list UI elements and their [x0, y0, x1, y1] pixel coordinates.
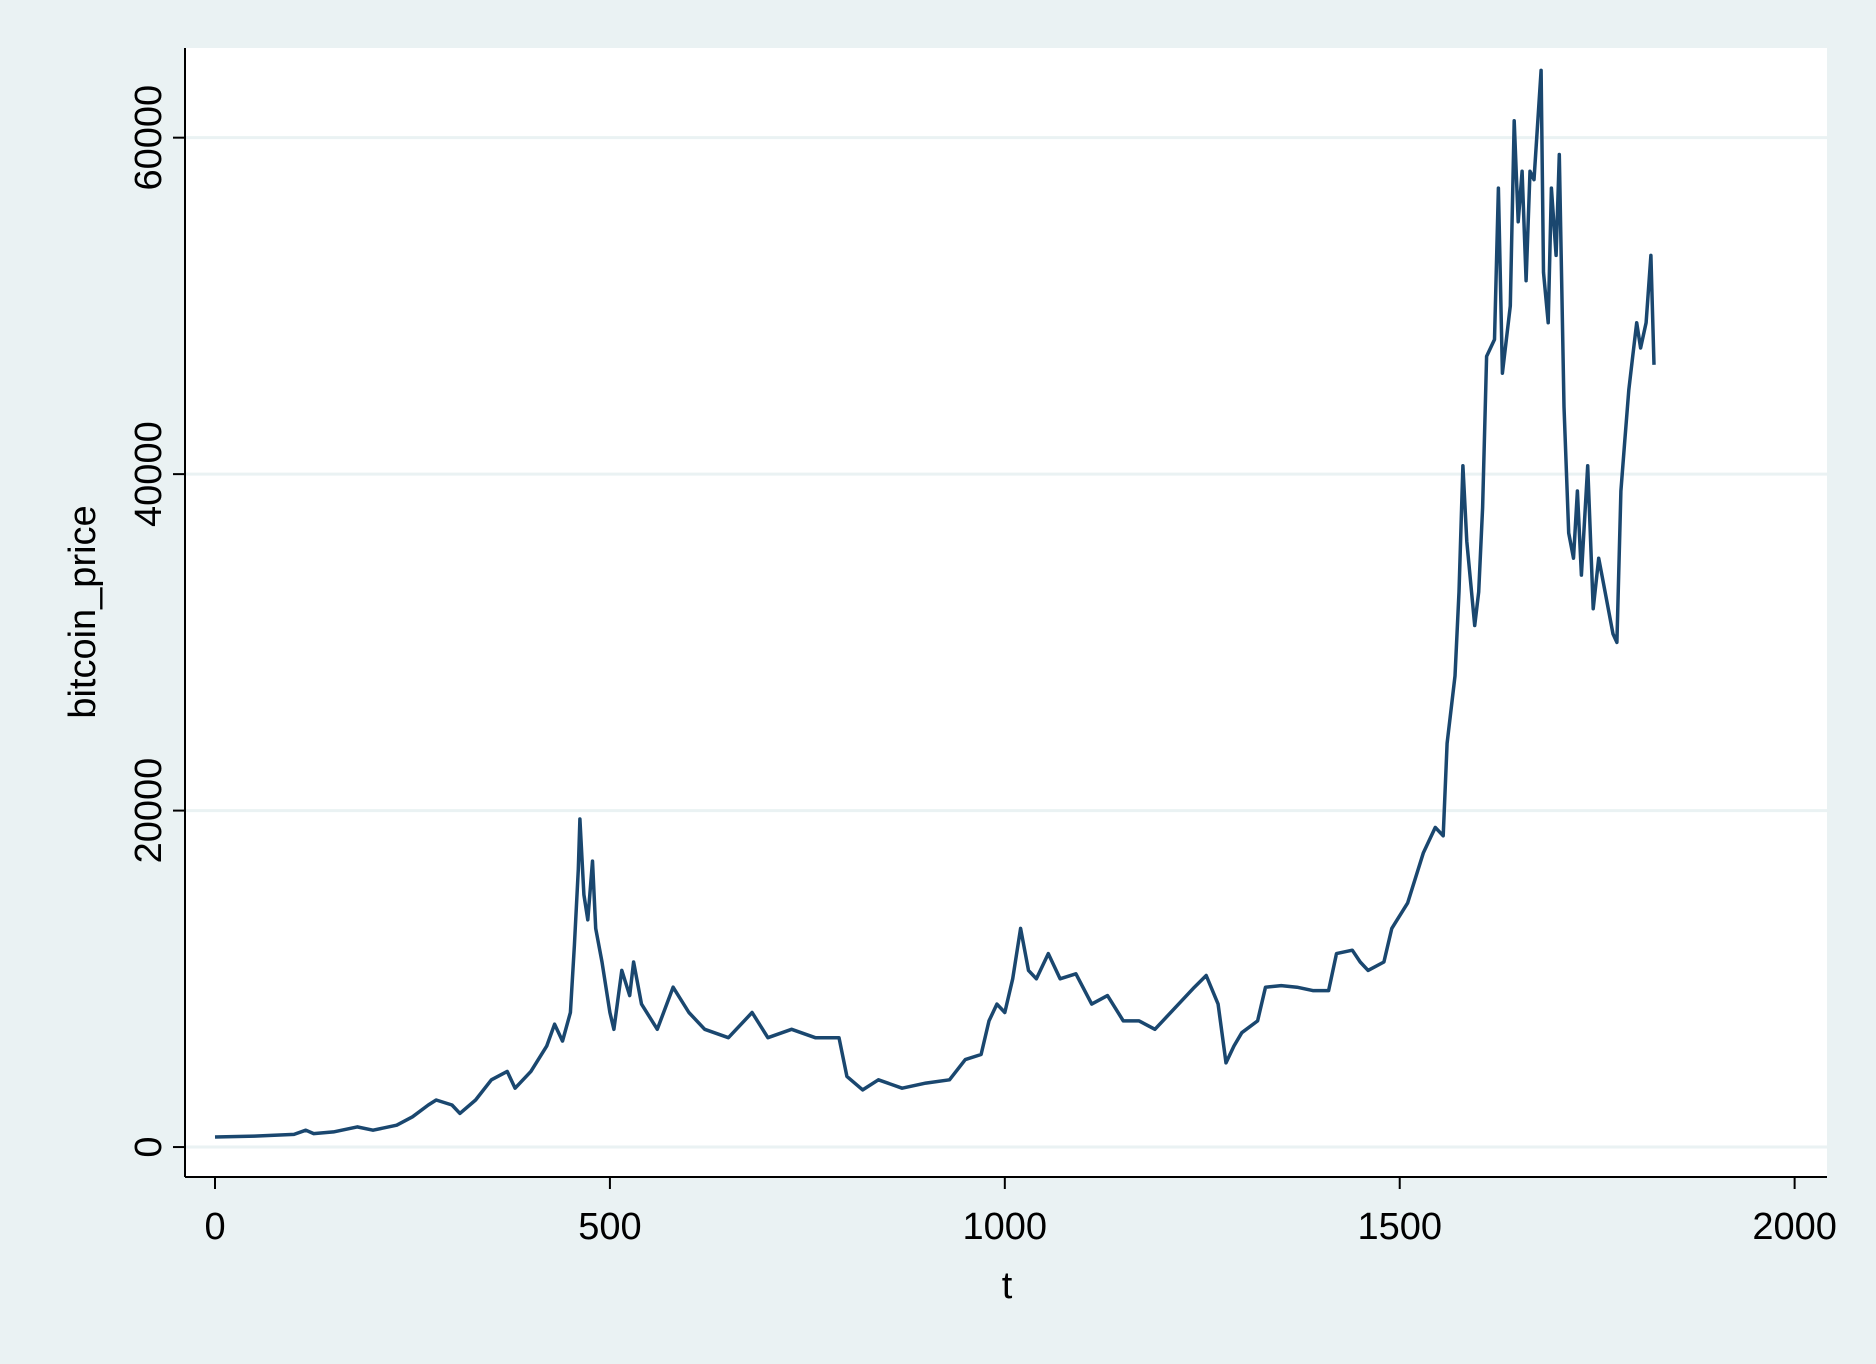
x-tick-label: 1500	[1357, 1206, 1442, 1248]
y-axis-title: bitcoin_price	[62, 505, 104, 718]
x-axis-title: t	[1002, 1265, 1013, 1307]
y-tick-label: 0	[128, 1136, 170, 1157]
y-tick-label: 40000	[128, 421, 170, 527]
price-line	[214, 68, 1656, 1139]
y-tick-label: 20000	[128, 758, 170, 864]
x-tick-label: 0	[204, 1206, 225, 1248]
x-tick-label: 2000	[1752, 1206, 1837, 1248]
x-tick-label: 500	[578, 1206, 641, 1248]
x-tick-label: 1000	[963, 1206, 1048, 1248]
y-tick-label: 60000	[128, 85, 170, 191]
